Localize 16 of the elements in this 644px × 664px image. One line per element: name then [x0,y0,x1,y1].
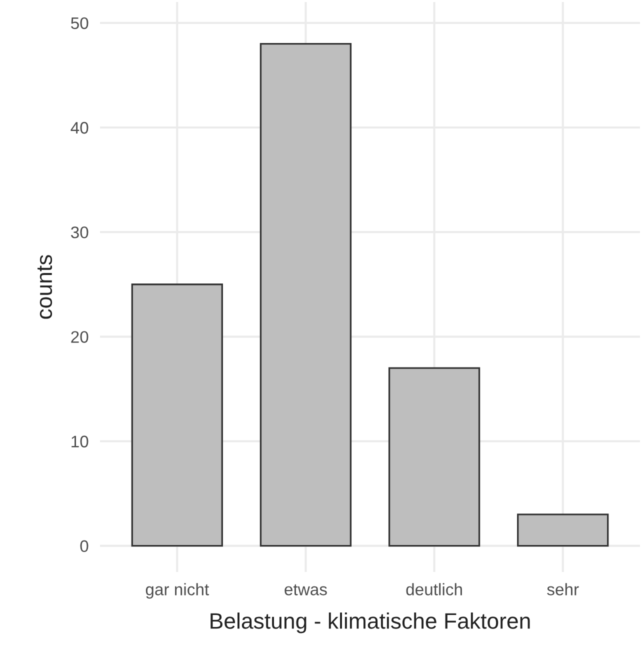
bar [388,367,480,547]
x-tick-label: deutlich [406,583,462,596]
x-axis-title: Belastung - klimatische Faktoren [210,612,530,634]
y-tick-label: 20 [71,331,88,343]
y-axis-title: counts [37,255,52,319]
bar [517,514,609,547]
y-tick-label: 40 [70,122,88,134]
bar [260,43,352,547]
bar [131,284,223,547]
y-tick-label: 10 [72,436,88,448]
y-tick-label: 50 [71,17,88,30]
y-tick-label: 30 [70,226,88,238]
x-tick-label: etwas [284,584,327,596]
x-tick-label: gar nicht [146,583,209,599]
x-tick-label: sehr [547,583,579,596]
y-tick-label: 0 [80,540,88,552]
